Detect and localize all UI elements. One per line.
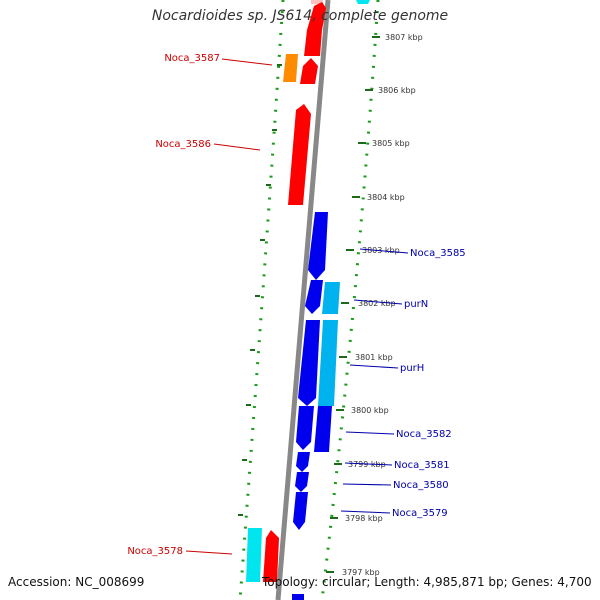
gene-label[interactable]: Noca_3581 xyxy=(394,460,450,471)
gene-arrow[interactable] xyxy=(292,594,304,600)
outer-dotted-ring-right xyxy=(320,0,380,600)
gene-arrow[interactable] xyxy=(263,530,279,582)
tick-labels: 3807 kbp 3806 kbp 3805 kbp 3804 kbp 3803… xyxy=(342,33,423,577)
gene-arrow[interactable] xyxy=(296,452,310,472)
gene-label[interactable]: purH xyxy=(400,363,424,374)
gene-arrow[interactable] xyxy=(298,320,320,406)
tick-label: 3805 kbp xyxy=(372,139,410,148)
gene-arrow[interactable] xyxy=(304,2,326,56)
gene-label[interactable]: Noca_3585 xyxy=(410,248,466,259)
tick-label: 3797 kbp xyxy=(342,568,380,577)
gene-arrow[interactable] xyxy=(296,406,314,450)
label-leaders xyxy=(185,58,409,555)
gene-arrow[interactable] xyxy=(356,0,370,4)
leader-line xyxy=(342,483,392,486)
gene-label[interactable]: Noca_3587 xyxy=(164,53,220,64)
leader-line xyxy=(221,58,273,66)
genome-title: Nocardioides sp. JS614, complete genome xyxy=(151,8,449,24)
tick-label: 3801 kbp xyxy=(355,353,393,362)
leader-line xyxy=(353,299,403,305)
tick-label: 3804 kbp xyxy=(367,193,405,202)
leader-line xyxy=(340,510,391,514)
genome-summary-text: Topology: circular; Length: 4,985,871 bp… xyxy=(262,575,592,589)
gene-arrow[interactable] xyxy=(283,54,298,82)
tick-label: 3800 kbp xyxy=(351,406,389,415)
reverse-genes xyxy=(292,0,370,600)
tick-label: 3799 kbp xyxy=(348,460,386,469)
gene-label[interactable]: Noca_3580 xyxy=(393,480,449,491)
accession-text: Accession: NC_008699 xyxy=(8,575,145,589)
gene-arrow[interactable] xyxy=(288,104,311,205)
gene-label[interactable]: purN xyxy=(404,299,428,310)
gene-arrow[interactable] xyxy=(305,280,323,314)
gene-arrow[interactable] xyxy=(300,58,318,84)
tick-label: 3806 kbp xyxy=(378,86,416,95)
backbone-line xyxy=(275,0,331,600)
tick-marks xyxy=(238,36,380,573)
leader-line xyxy=(344,462,393,466)
gene-arrow[interactable] xyxy=(322,282,340,314)
leader-line xyxy=(345,431,395,435)
gene-arrow[interactable] xyxy=(246,528,262,582)
leader-line xyxy=(213,143,261,151)
outer-dotted-ring-left xyxy=(238,0,285,600)
gene-labels: Noca_3587 Noca_3586 Noca_3578 Noca_3585 … xyxy=(127,53,465,557)
leader-line xyxy=(185,550,233,555)
gene-arrow[interactable] xyxy=(295,472,309,492)
gene-arrow[interactable] xyxy=(314,406,332,452)
gene-label[interactable]: Noca_3582 xyxy=(396,429,452,440)
tick-label: 3802 kbp xyxy=(358,299,396,308)
gene-label[interactable]: Noca_3578 xyxy=(127,546,183,557)
tick-label: 3798 kbp xyxy=(345,514,383,523)
gene-label[interactable]: Noca_3586 xyxy=(155,139,211,150)
gene-arrow[interactable] xyxy=(293,492,308,530)
forward-genes xyxy=(246,0,326,582)
leader-line xyxy=(349,364,399,369)
gene-arrow[interactable] xyxy=(308,212,328,280)
gene-arrow[interactable] xyxy=(318,320,338,406)
tick-label: 3807 kbp xyxy=(385,33,423,42)
gene-label[interactable]: Noca_3579 xyxy=(392,508,448,519)
leader-line xyxy=(359,248,409,254)
